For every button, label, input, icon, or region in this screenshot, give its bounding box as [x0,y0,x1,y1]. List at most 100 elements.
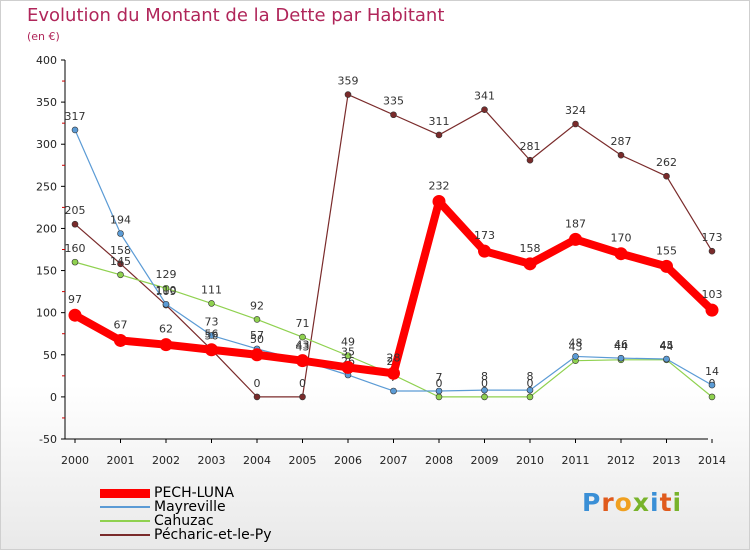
chart-title: Evolution du Montant de la Dette par Hab… [27,5,445,26]
data-point [435,131,443,139]
data-point [708,393,716,401]
data-point [250,348,264,362]
data-point [117,260,124,268]
data-point [569,232,582,246]
data-label: 43 [569,341,583,354]
data-label: 56 [205,328,219,341]
data-point [117,271,124,279]
data-point [114,333,127,347]
x-tick-label: 2003 [198,454,226,467]
data-label: 160 [65,242,86,255]
chart-subtitle: (en €) [27,30,60,43]
data-point [705,303,719,317]
data-label: 187 [565,217,586,230]
data-label: 49 [341,336,355,349]
data-point [663,172,670,180]
x-tick-label: 2010 [516,454,544,467]
data-label: 170 [611,232,632,245]
data-point [526,156,534,164]
data-point [523,257,537,271]
data-label: 45 [660,339,674,352]
legend-swatch-pecharic [100,534,150,536]
data-point [526,393,534,401]
data-point [660,259,673,273]
data-point [617,354,625,362]
data-point [572,120,579,128]
data-label: 173 [702,231,723,244]
data-label: 8 [481,370,488,383]
data-label: 44 [660,340,674,353]
data-label: 44 [614,340,628,353]
data-point [341,360,355,374]
data-label: 232 [429,179,450,192]
data-label: 129 [156,268,177,281]
y-tick-label: 250 [36,180,57,193]
data-label: 110 [156,284,177,297]
data-point [253,316,261,323]
data-point [208,332,215,339]
x-tick-label: 2014 [698,454,726,467]
data-label: 194 [110,213,131,226]
x-tick-label: 2004 [243,454,271,467]
data-point [432,194,446,208]
x-tick-label: 2013 [653,454,681,467]
data-label: 359 [338,75,359,88]
y-tick-label: 200 [36,222,57,235]
data-label: 0 [254,377,261,390]
data-label: 311 [429,115,450,128]
x-tick-label: 2009 [471,454,499,467]
data-label: 71 [296,317,310,330]
data-label: 173 [474,229,495,242]
data-label: 97 [68,293,82,306]
x-tick-label: 2011 [562,454,590,467]
data-point [71,258,79,266]
data-point [162,300,170,308]
data-point [708,247,716,255]
data-label: 205 [65,204,86,217]
x-tick-label: 2012 [607,454,635,467]
data-label: 281 [520,140,541,153]
data-point [162,284,170,292]
data-label: 0 [481,377,488,390]
data-point [663,355,670,363]
data-label: 0 [436,377,443,390]
data-point [71,220,79,228]
y-tick-label: 100 [36,307,57,320]
y-tick-label: -50 [39,433,57,446]
data-point [614,247,628,261]
data-label: 341 [474,90,495,103]
data-label: 324 [565,104,586,117]
data-label: 0 [299,377,306,390]
data-label: 155 [656,244,677,257]
data-label: 35 [341,345,355,358]
proxiti-logo: Proxiti [582,488,683,517]
data-label: 67 [114,318,128,331]
data-point [387,366,400,380]
legend-label-cahuzac: Cahuzac [154,513,214,529]
data-label: 262 [656,156,677,169]
data-label: 145 [110,255,131,268]
data-point [344,352,352,359]
legend-label-pecharic: Pécharic-et-le-Py [154,527,272,543]
data-point [208,300,215,307]
data-point [390,387,397,395]
data-point [572,353,579,360]
data-point [617,151,625,159]
data-label: 7 [436,371,443,384]
y-tick-label: 400 [36,54,57,67]
y-tick-label: 50 [43,349,57,362]
data-label: 73 [205,315,219,328]
legend-swatch-cahuzac [100,520,150,522]
data-label: 50 [250,333,264,346]
legend-swatch-mayreville [100,506,150,508]
data-label: 43 [296,341,310,354]
data-label: 57 [250,329,264,342]
x-tick-label: 2001 [107,454,135,467]
data-label: 158 [110,244,131,257]
data-point [481,386,488,394]
data-point [481,106,488,113]
data-label: 43 [296,339,310,352]
y-tick-label: 350 [36,96,57,109]
x-tick-label: 2007 [380,454,408,467]
